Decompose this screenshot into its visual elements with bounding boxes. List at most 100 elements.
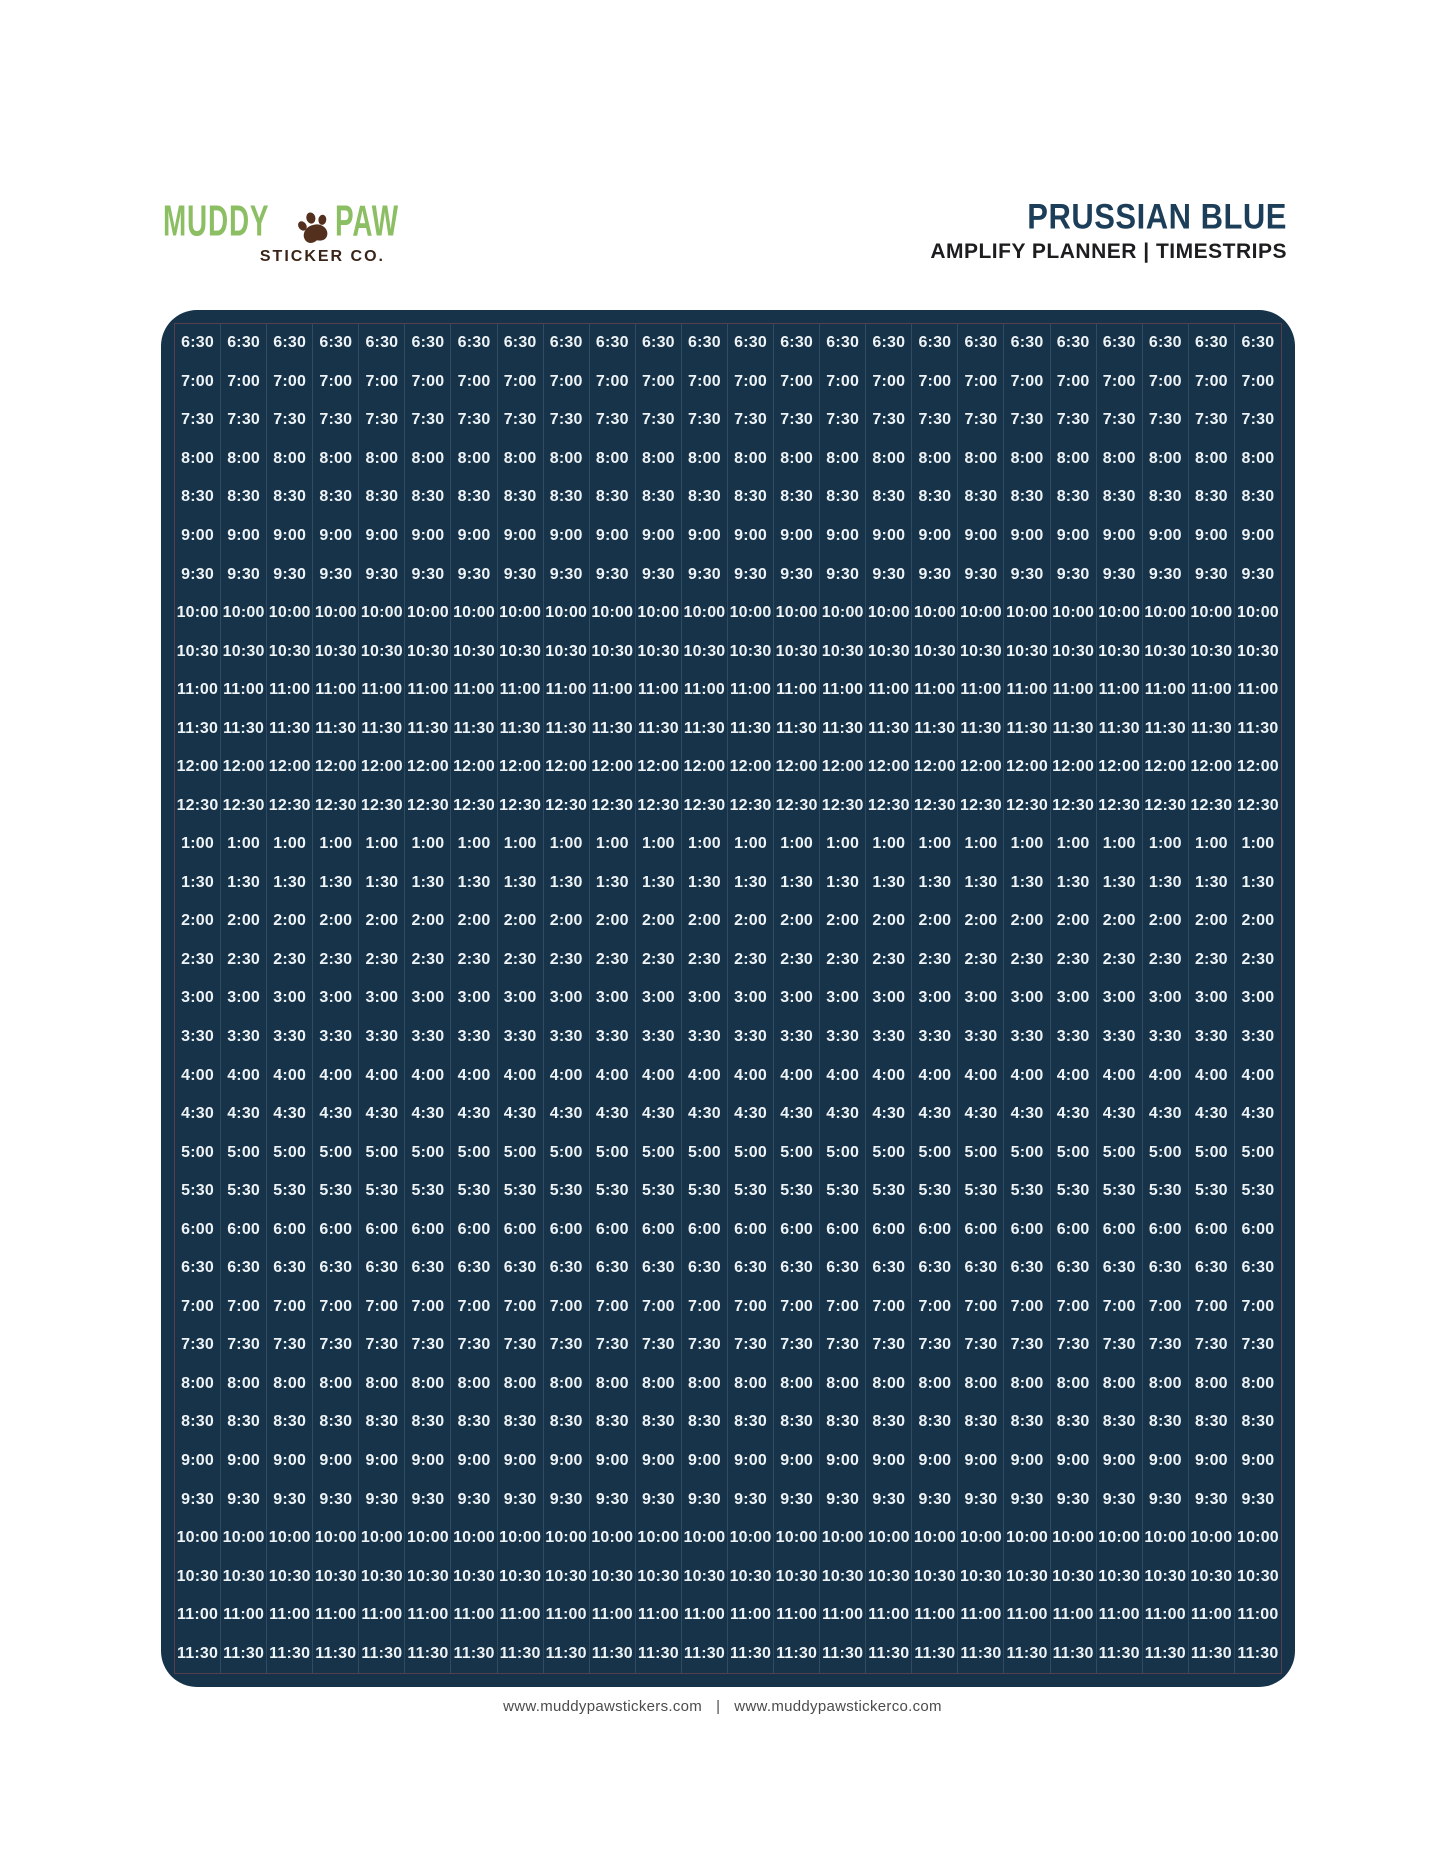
time-sticker: 9:30: [1097, 555, 1143, 594]
time-sticker: 6:30: [1241, 334, 1275, 352]
time-sticker: 7:30: [313, 1326, 360, 1365]
time-sticker: 7:30: [958, 401, 1005, 440]
time-sticker: 10:30: [498, 1557, 544, 1596]
time-sticker: 8:30: [1143, 1403, 1189, 1442]
time-sticker: 4:00: [1241, 1066, 1275, 1084]
time-sticker: 9:00: [221, 516, 268, 556]
time-sticker: 4:00: [451, 1056, 498, 1095]
time-sticker: 5:30: [498, 1171, 544, 1211]
time-sticker: 7:30: [451, 1326, 498, 1365]
time-sticker: 8:30: [1051, 1403, 1097, 1442]
time-sticker: 9:30: [405, 1480, 452, 1519]
time-sticker: 5:30: [682, 1171, 728, 1211]
time-sticker: 1:00: [912, 825, 959, 864]
time-sticker: 10:00: [544, 1518, 590, 1558]
time-sticker: 5:00: [498, 1133, 544, 1172]
time-sticker: 10:00: [866, 1518, 913, 1558]
time-sticker: 7:30: [1189, 401, 1235, 440]
time-sticker: 9:00: [405, 516, 452, 556]
time-sticker: 6:00: [1143, 1210, 1189, 1250]
time-sticker: 12:00: [590, 747, 636, 787]
time-sticker: 8:00: [221, 1364, 268, 1404]
time-sticker: 1:00: [1143, 825, 1189, 864]
time-sticker: 11:30: [820, 709, 867, 748]
time-sticker: 11:00: [912, 670, 959, 710]
time-sticker: 3:30: [359, 1017, 406, 1057]
time-sticker: 11:00: [1097, 670, 1143, 710]
time-sticker: 12:00: [728, 747, 775, 787]
time-sticker: 9:30: [820, 1480, 867, 1519]
time-sticker: 9:00: [728, 516, 775, 556]
time-sticker: 7:30: [1004, 401, 1051, 440]
time-sticker: 5:00: [359, 1133, 406, 1172]
time-sticker: 10:30: [682, 1557, 728, 1596]
time-sticker: 3:00: [866, 979, 913, 1018]
time-sticker: 1:30: [1051, 863, 1097, 903]
time-sticker: 6:30: [682, 1249, 728, 1288]
time-sticker: 8:00: [1004, 1364, 1051, 1404]
time-sticker: 3:00: [451, 979, 498, 1018]
time-sticker: 9:30: [175, 555, 222, 594]
time-sticker: 9:30: [544, 555, 590, 594]
time-sticker: 10:00: [1051, 593, 1097, 633]
time-sticker: 5:30: [958, 1171, 1005, 1211]
time-sticker: 10:00: [636, 1518, 682, 1558]
time-sticker: 5:30: [1097, 1171, 1143, 1211]
time-sticker: 8:30: [1189, 478, 1235, 517]
time-sticker: 5:00: [1051, 1133, 1097, 1172]
time-sticker: 4:00: [313, 1056, 360, 1095]
time-sticker: 6:30: [1004, 324, 1051, 363]
time-sticker: 4:00: [820, 1056, 867, 1095]
time-sticker: 11:00: [1143, 670, 1189, 710]
time-sticker: 8:00: [221, 439, 268, 479]
time-sticker: 5:30: [1189, 1171, 1235, 1211]
time-sticker: 10:30: [1004, 632, 1051, 671]
time-sticker: 1:30: [405, 863, 452, 903]
time-sticker: 2:00: [912, 902, 959, 941]
time-sticker: 6:30: [1004, 1249, 1051, 1288]
time-sticker: 2:00: [728, 902, 775, 941]
time-sticker: 10:30: [544, 632, 590, 671]
time-sticker: 1:00: [451, 825, 498, 864]
time-sticker: 12:00: [1143, 747, 1189, 787]
time-sticker: 11:00: [451, 670, 498, 710]
time-sticker: 10:30: [175, 632, 222, 671]
time-sticker: 5:00: [728, 1133, 775, 1172]
time-sticker: 11:30: [313, 709, 360, 748]
time-sticker: 9:30: [267, 555, 314, 594]
time-sticker: 8:00: [498, 1364, 544, 1404]
time-sticker: 12:00: [221, 747, 268, 787]
time-sticker: 6:30: [1097, 324, 1143, 363]
time-sticker: 10:00: [267, 593, 314, 633]
time-sticker: 9:00: [1241, 1452, 1275, 1469]
time-sticker: 11:00: [958, 670, 1005, 710]
time-sticker: 5:30: [175, 1171, 222, 1211]
time-sticker: 1:30: [359, 863, 406, 903]
time-sticker: 1:30: [498, 863, 544, 903]
time-sticker: 8:00: [1189, 1364, 1235, 1404]
time-sticker: 9:30: [912, 555, 959, 594]
time-sticker: 3:00: [912, 979, 959, 1018]
sticker-sheet: 6:30 6:30 6:30 6:30 6:30 6:30 6:30 6:30 6:30 6:30…: [161, 310, 1295, 1687]
time-sticker: 8:00: [866, 1364, 913, 1404]
time-sticker: 7:00: [912, 362, 959, 402]
time-sticker: 10:30: [1051, 1557, 1097, 1596]
time-sticker: 2:30: [1097, 940, 1143, 980]
time-sticker: 7:00: [313, 1287, 360, 1327]
footer: www.muddypawstickers.com | www.muddypawsti…: [0, 1698, 1445, 1715]
time-sticker: 2:30: [912, 940, 959, 980]
time-sticker: 9:30: [313, 1480, 360, 1519]
time-sticker: 3:00: [313, 979, 360, 1018]
time-sticker: 11:00: [498, 1595, 544, 1635]
time-sticker: 7:30: [1143, 401, 1189, 440]
time-sticker: 8:00: [636, 439, 682, 479]
time-sticker: 5:30: [820, 1171, 867, 1211]
time-sticker: 9:00: [359, 516, 406, 556]
time-sticker: 2:30: [267, 940, 314, 980]
time-sticker: 9:00: [682, 1441, 728, 1481]
time-sticker: 7:30: [1051, 1326, 1097, 1365]
time-sticker: 8:00: [359, 1364, 406, 1404]
time-sticker: 2:30: [221, 940, 268, 980]
time-sticker: 11:00: [636, 1595, 682, 1635]
time-sticker: 7:00: [728, 1287, 775, 1327]
